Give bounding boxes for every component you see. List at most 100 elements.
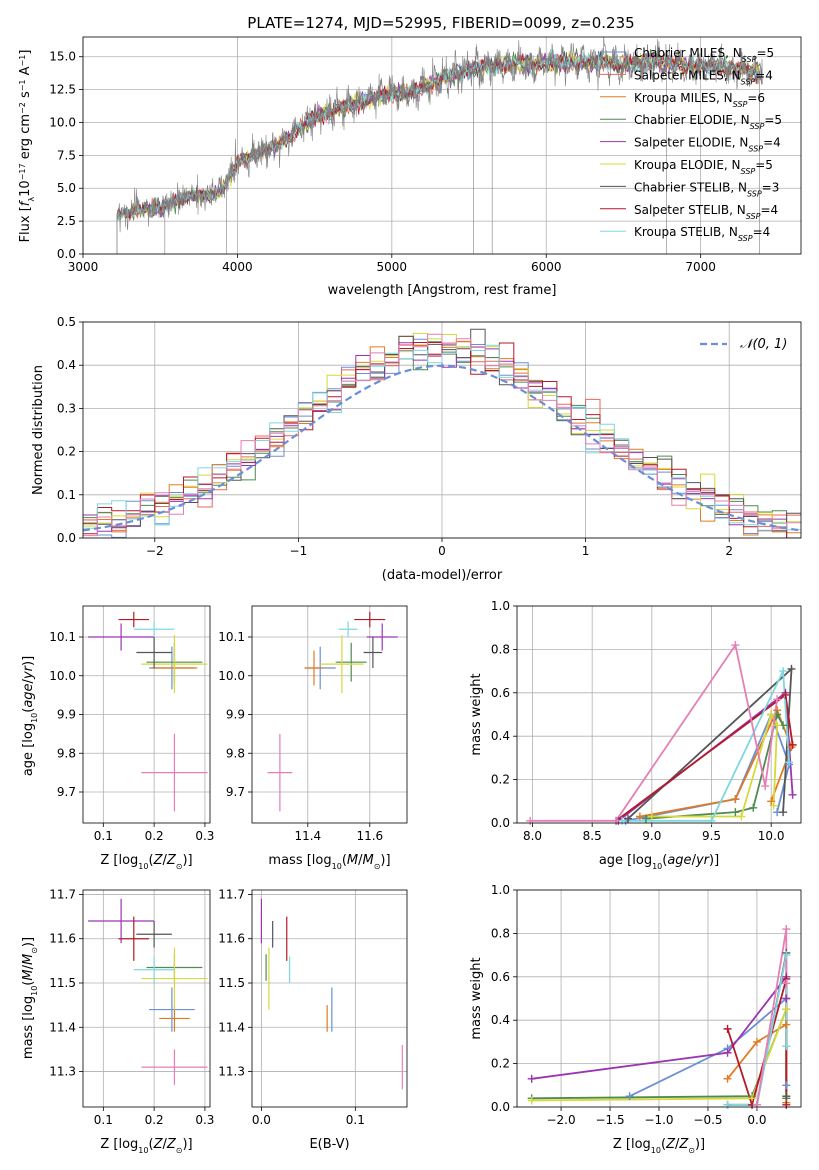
plus-marker [782, 1020, 791, 1029]
y-tick-label: 11.7 [218, 887, 245, 901]
x-tick-label: 0.2 [145, 1113, 164, 1127]
y-tick-label: 11.6 [218, 932, 245, 946]
plus-marker [635, 812, 644, 821]
y-tick-label: 0.2 [491, 773, 510, 787]
x-tick-label: 10.0 [758, 829, 785, 843]
mass-weight-line [756, 928, 788, 1105]
residual-histogram-step [83, 333, 801, 537]
x-tick-label: 0.1 [94, 829, 113, 843]
x-tick-label: 0.0 [747, 1113, 766, 1127]
observed-spectrum-line [116, 37, 763, 254]
plot-area-residuals [83, 328, 801, 538]
y-tick-label: 11.4 [218, 1020, 245, 1034]
mass-weight-line [622, 667, 790, 822]
chart-spectrum: 3000 4000 5000 6000 7000 0.0 2.5 5.0 7.5 10.0 12.5… [18, 36, 802, 298]
legend-label: Salpeter ELODIE, NSSP=4 [634, 136, 781, 154]
y-axis-label: Normed distribution [31, 365, 46, 495]
plus-marker [723, 1074, 732, 1083]
residual-histogram-step [83, 344, 801, 531]
y-tick-label: 11.3 [49, 1065, 76, 1079]
plus-marker [788, 740, 797, 749]
y-tick-label: 11.7 [49, 887, 76, 901]
x-tick-label: −2 [146, 544, 164, 558]
x-tick-label: 9.5 [702, 829, 721, 843]
plot-frame [82, 889, 211, 1108]
y-tick-label: 0.0 [57, 247, 76, 261]
y-tick-label: 9.9 [57, 708, 76, 722]
y-tick-label: 0.4 [491, 1013, 510, 1027]
x-tick-label: 9.0 [642, 829, 661, 843]
x-tick-label: 4000 [222, 260, 253, 274]
normal-curve-line [83, 364, 801, 532]
figure-title: PLATE=1274, MJD=52995, FIBERID=0099, z=0… [247, 14, 634, 32]
plot-frame [251, 605, 408, 824]
plus-marker [782, 951, 791, 960]
plus-marker [782, 1092, 791, 1101]
y-tick-label: 10.0 [49, 115, 76, 129]
plus-marker [641, 814, 650, 823]
plus-marker [731, 808, 740, 817]
x-axis-label: Z [log10(Z/Z⊙)] [100, 1137, 192, 1155]
y-tick-label: 9.9 [226, 708, 245, 722]
legend-label: Chabrier MILES, NSSP=5 [634, 46, 774, 64]
plus-marker [723, 1100, 732, 1109]
x-tick-label: 0.3 [195, 829, 214, 843]
x-tick-label: −0.5 [693, 1113, 722, 1127]
plus-marker [782, 1081, 791, 1090]
legend-label: Kroupa MILES, NSSP=6 [634, 91, 765, 109]
y-tick-label: 15.0 [49, 50, 76, 64]
x-tick-label: 0.1 [94, 1113, 113, 1127]
plus-marker [788, 790, 797, 799]
y-tick-label: 7.5 [57, 148, 76, 162]
x-tick-label: 2 [725, 544, 733, 558]
x-tick-label: 0.3 [195, 1113, 214, 1127]
y-tick-label: 11.3 [218, 1065, 245, 1079]
plus-marker [625, 1092, 634, 1101]
plot-frame [82, 321, 802, 539]
plot-area-age-vs-mass [267, 611, 398, 812]
x-axis-label: wavelength [Angstrom, rest frame] [328, 283, 557, 298]
x-tick-label: 0.0 [252, 1113, 271, 1127]
legend-label: Kroupa STELIB, NSSP=4 [634, 225, 770, 243]
plus-marker [767, 710, 776, 719]
plus-marker [623, 814, 632, 823]
x-tick-label: −1 [290, 544, 308, 558]
x-tick-label: 8.0 [523, 829, 542, 843]
plot-area-spectrum [116, 37, 763, 254]
chart-age-vs-mass: 11.4 11.6 9.7 9.8 9.9 10.0 10.1 mass [log10(M/M… [218, 605, 408, 871]
y-tick-label: 0.2 [491, 1057, 510, 1071]
x-tick-label: −2.0 [546, 1113, 575, 1127]
plus-marker [767, 797, 776, 806]
legend-label: 𝒩(0, 1) [740, 337, 787, 352]
y-tick-label: 9.7 [57, 785, 76, 799]
x-tick-label: 1 [582, 544, 590, 558]
x-tick-label: 7000 [685, 260, 716, 274]
x-axis-label: age [log10(age/yr)] [599, 853, 719, 871]
legend-label: Chabrier STELIB, NSSP=3 [634, 180, 779, 198]
y-tick-label: 0.0 [491, 816, 510, 830]
plus-marker [752, 1100, 761, 1109]
chart-residuals: −2 −1 0 1 2 0.0 0.1 0.2 0.3 0.4 0.5 (data-model)/er… [31, 315, 802, 583]
chart-mass-vs-EBV: 0.0 0.1 11.3 11.4 11.5 11.6 11.7 E(B-V) [218, 887, 408, 1152]
x-axis-label: mass [log10(M/M⊙)] [268, 853, 390, 871]
plus-marker [647, 812, 656, 821]
y-tick-label: 0.6 [491, 970, 510, 984]
y-tick-label: 9.8 [57, 746, 76, 760]
y-tick-label: 2.5 [57, 214, 76, 228]
x-axis-label: Z [log10(Z/Z⊙)] [100, 853, 192, 871]
x-tick-label: 5000 [377, 260, 408, 274]
plot-area-mass-vs-EBV [260, 898, 403, 1090]
plus-marker [723, 1048, 732, 1057]
plot-frame [82, 36, 802, 255]
plot-frame [516, 605, 802, 824]
x-tick-label: 0.2 [145, 829, 164, 843]
chart-mass-weight-vs-age: 8.0 8.5 9.0 9.5 10.0 0.0 0.2 0.4 0.6 0.8 1.0 age [l… [469, 599, 802, 871]
plus-marker [527, 1096, 536, 1105]
x-tick-label: 0.1 [346, 1113, 365, 1127]
y-tick-label: 11.6 [49, 932, 76, 946]
plus-marker [526, 816, 535, 825]
y-tick-label: 0.6 [491, 686, 510, 700]
plus-marker [779, 667, 788, 676]
x-tick-label: −1.0 [644, 1113, 673, 1127]
y-tick-label: 11.5 [218, 976, 245, 990]
